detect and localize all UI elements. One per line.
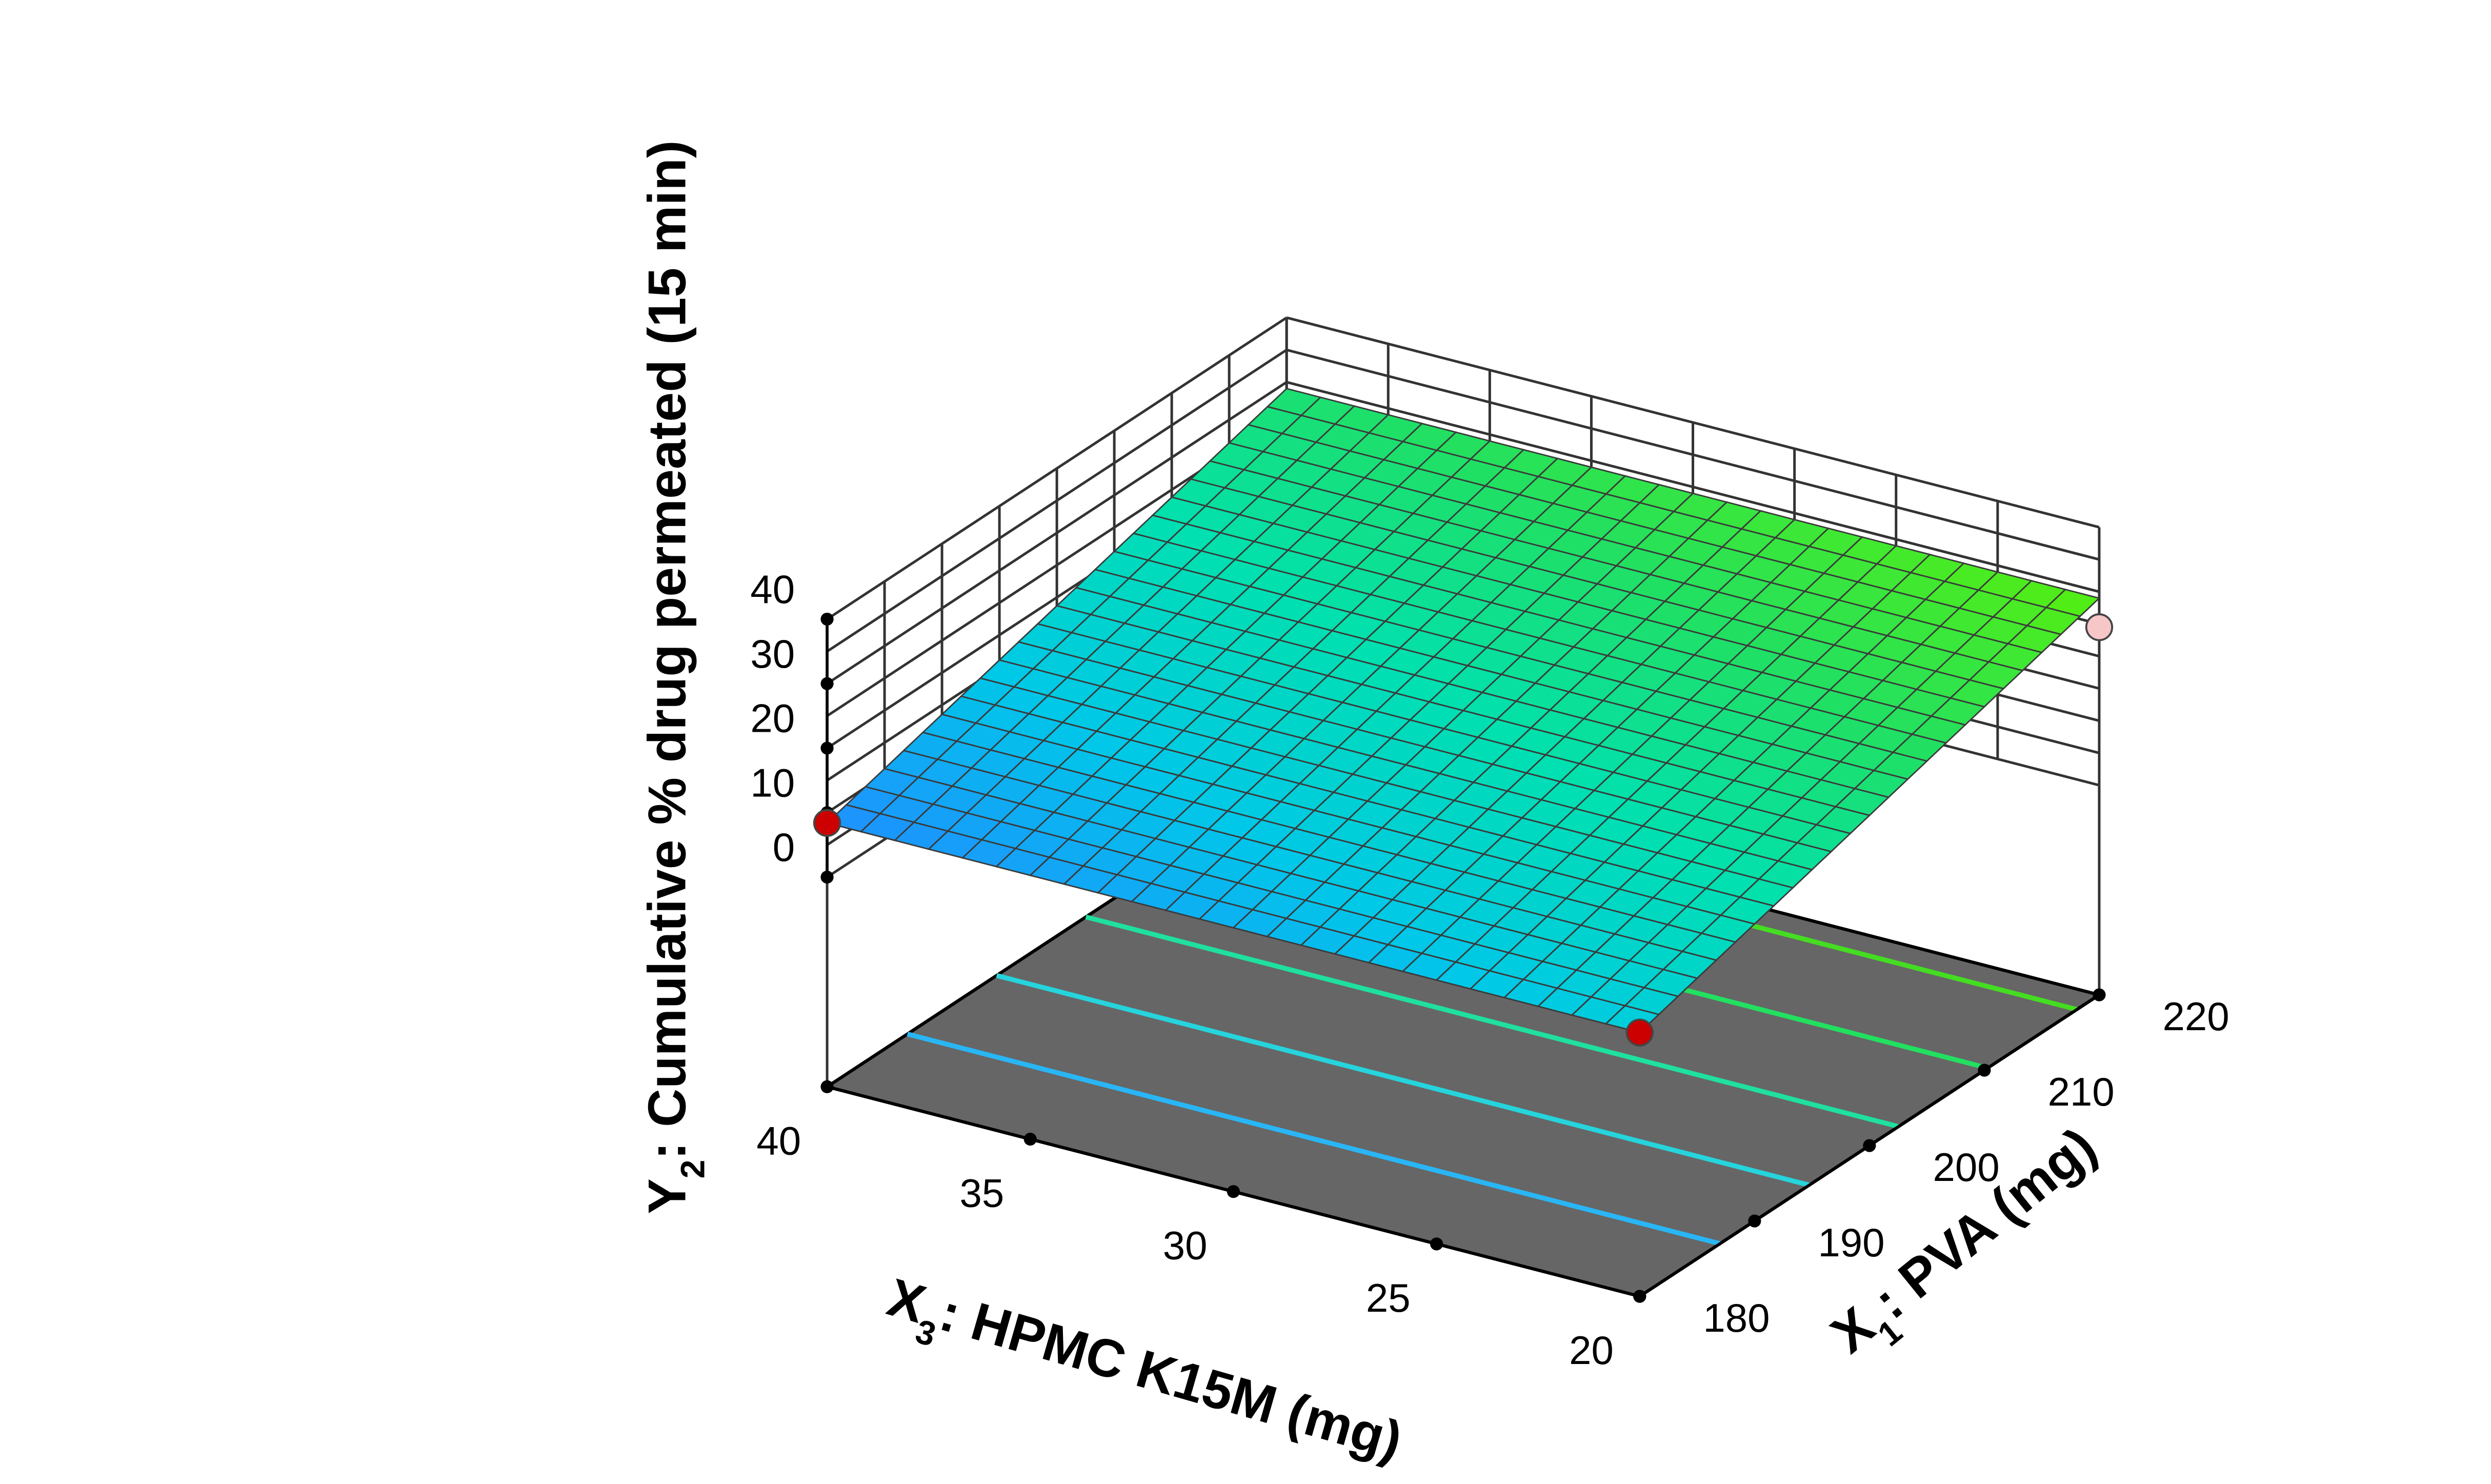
x-tick-label: 35: [960, 1171, 1005, 1216]
z-tick-mark: [820, 870, 834, 884]
x-tick-mark: [1227, 1185, 1240, 1198]
design-point: [1625, 1018, 1654, 1047]
contour-line: [996, 973, 1810, 1188]
z-tick-label: 20: [750, 696, 795, 741]
contour-line: [907, 1031, 1721, 1246]
z-tick-mark: [820, 677, 834, 690]
x-axis-title: X3: HPMC K15M (mg): [877, 1268, 1409, 1484]
axes-group: [820, 612, 2106, 1303]
x-axis-title-text: : HPMC K15M (mg): [934, 1282, 1409, 1471]
x-tick-mark: [1430, 1237, 1443, 1251]
z-axis-title-text: : Cumulative % drug permeated (15 min): [637, 141, 697, 1160]
x-tick-label: 20: [1569, 1328, 1614, 1373]
y-tick-mark: [1633, 1290, 1646, 1303]
z-axis-title-sub: 2: [673, 1160, 711, 1179]
x-tick-label: 40: [756, 1118, 801, 1163]
y-tick-mark: [1863, 1139, 1876, 1152]
x-tick-label: 25: [1366, 1275, 1411, 1320]
y-tick-label: 190: [1818, 1220, 1884, 1265]
z-tick-label: 40: [750, 567, 795, 612]
z-tick-label: 0: [773, 825, 795, 870]
z-axis-title: Y2: Cumulative % drug permeated (15 min): [637, 141, 711, 1214]
z-tick-label: 10: [750, 760, 795, 805]
design-point: [813, 809, 841, 837]
z-tick-label: 30: [750, 631, 795, 676]
y-tick-mark: [1978, 1064, 1991, 1077]
surface-group: [826, 388, 2101, 1034]
y-tick-mark: [2093, 988, 2106, 1001]
z-tick-mark: [820, 741, 834, 755]
y-tick-label: 220: [2163, 994, 2229, 1039]
points-group: [813, 613, 2114, 1047]
y-tick-mark: [1748, 1214, 1761, 1228]
z-tick-mark: [820, 612, 834, 626]
z-axis-title-var: Y: [637, 1178, 697, 1214]
x-tick-mark: [820, 1080, 834, 1093]
y-tick-label: 210: [2047, 1069, 2114, 1114]
y-tick-label: 200: [1933, 1145, 1999, 1190]
x-tick-label: 30: [1163, 1223, 1208, 1268]
design-point: [2085, 613, 2114, 641]
y-tick-label: 180: [1703, 1295, 1770, 1340]
x-tick-mark: [1023, 1132, 1037, 1146]
contour-line: [1085, 914, 1899, 1129]
